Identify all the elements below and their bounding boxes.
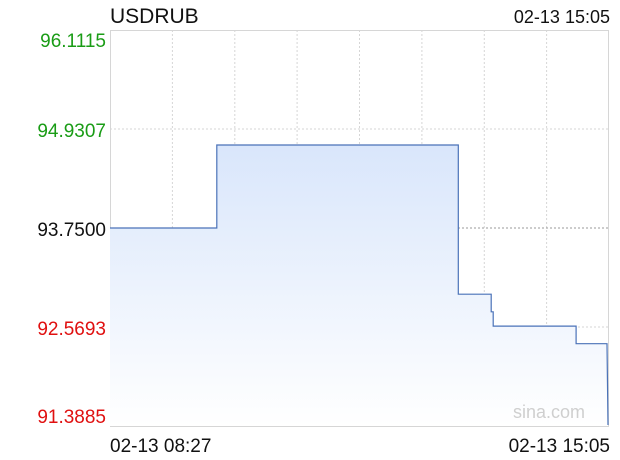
timestamp-label: 02-13 15:05 [514, 7, 610, 27]
x-axis-tick-labels: 02-13 08:27 02-13 15:05 [110, 436, 610, 457]
series-area-layer [110, 144, 609, 426]
y-tick-label: 96.1115 [40, 31, 106, 52]
watermark-text: sina.com [513, 402, 585, 422]
symbol-title: USDRUB [110, 5, 199, 28]
x-tick-label-start: 02-13 08:27 [110, 436, 211, 457]
price-area-fill [110, 145, 608, 426]
x-tick-label-end: 02-13 15:05 [509, 436, 610, 457]
y-tick-label: 93.7500 [37, 220, 106, 241]
price-line [110, 144, 609, 426]
y-tick-label: 94.9307 [37, 121, 106, 142]
y-tick-label: 91.3885 [37, 407, 106, 428]
y-tick-label: 92.5693 [37, 319, 106, 340]
y-axis-tick-labels: 96.1115 94.9307 93.7500 92.5693 91.3885 [37, 31, 106, 428]
